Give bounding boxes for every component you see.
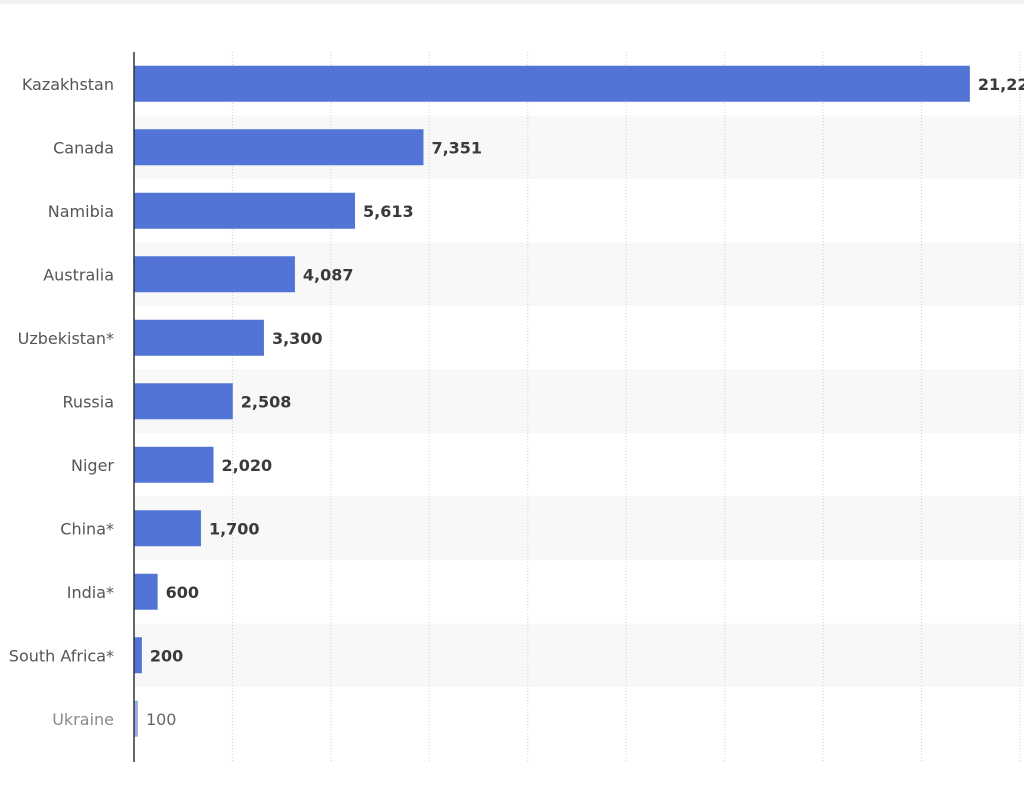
value-label: 21,227 — [978, 75, 1024, 94]
value-label: 5,613 — [363, 202, 414, 221]
value-label: 7,351 — [431, 138, 482, 157]
bar[interactable] — [134, 192, 356, 229]
bar[interactable] — [134, 446, 214, 483]
value-label: 200 — [150, 646, 183, 665]
category-label: South Africa* — [9, 646, 114, 665]
category-label: Canada — [53, 138, 114, 157]
bar[interactable] — [134, 129, 424, 166]
value-label: 600 — [166, 583, 199, 602]
value-label: 2,508 — [241, 392, 292, 411]
value-label: 4,087 — [303, 265, 354, 284]
value-label: 2,020 — [222, 456, 273, 475]
row-band — [134, 623, 1024, 687]
bar[interactable] — [134, 637, 142, 674]
value-label: 3,300 — [272, 329, 323, 348]
category-label: Russia — [63, 392, 114, 411]
bar[interactable] — [134, 510, 201, 547]
category-label: Uzbekistan* — [18, 329, 114, 348]
row-band — [134, 369, 1024, 433]
value-labels: 21,227 7,351 5,613 4,087 3,300 2,508 2,020 1,70… — [146, 75, 1024, 729]
gridlines — [231, 52, 1021, 762]
category-label: India* — [67, 583, 114, 602]
bar[interactable] — [134, 256, 295, 293]
category-label: Namibia — [48, 202, 114, 221]
bar[interactable] — [134, 383, 233, 420]
bar[interactable] — [134, 65, 970, 102]
top-border-strip — [0, 0, 1024, 4]
category-label: Kazakhstan — [22, 75, 114, 94]
bar[interactable] — [134, 319, 264, 356]
row-bands — [134, 115, 1024, 687]
bar[interactable] — [134, 700, 138, 737]
value-label: 1,700 — [209, 519, 260, 538]
category-labels: Kazakhstan Canada Namibia Australia Uzbekist… — [9, 75, 115, 729]
bars — [134, 65, 970, 737]
category-label: Ukraine — [52, 710, 114, 729]
value-label: 100 — [146, 710, 177, 729]
category-label: Niger — [71, 456, 114, 475]
bar[interactable] — [134, 573, 158, 610]
row-band — [134, 496, 1024, 560]
category-label: China* — [60, 519, 114, 538]
category-label: Australia — [43, 265, 114, 284]
